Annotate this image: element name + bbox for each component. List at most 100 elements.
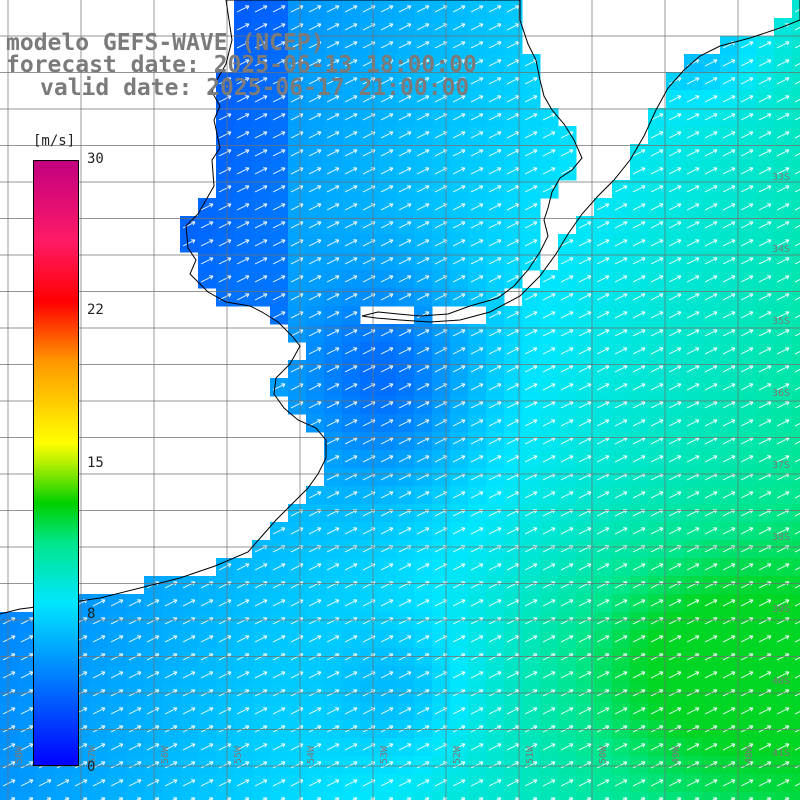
wind-arrow [452, 455, 466, 463]
wind-arrow [416, 23, 430, 31]
wind-arrow [272, 221, 286, 229]
wind-arrow [308, 365, 322, 373]
wind-arrow [128, 599, 142, 607]
wind-cell [522, 792, 541, 800]
wind-arrow [668, 95, 682, 103]
wind-cell [288, 792, 307, 800]
wind-arrow [326, 275, 340, 283]
wind-cell [792, 0, 800, 19]
wind-arrow [470, 671, 484, 679]
wind-arrow [632, 599, 646, 607]
wind-arrow [488, 743, 502, 751]
wind-arrow [488, 563, 502, 571]
wind-arrow [776, 635, 790, 643]
wind-arrow [344, 383, 358, 391]
wind-arrow [488, 365, 502, 373]
wind-arrow [218, 707, 232, 715]
wind-arrow [236, 743, 250, 751]
wind-arrow [632, 401, 646, 409]
wind-arrow [704, 95, 718, 103]
wind-arrow [326, 491, 340, 499]
wind-arrow [416, 707, 430, 715]
wind-cell [432, 792, 451, 800]
wind-cell [648, 792, 667, 800]
wind-arrow [344, 455, 358, 463]
wind-cell [792, 396, 800, 415]
wind-arrow [308, 761, 322, 769]
wind-arrow [758, 329, 772, 337]
wind-arrow [632, 671, 646, 679]
wind-arrow [344, 149, 358, 157]
wind-arrow [524, 185, 538, 193]
wind-arrow [758, 491, 772, 499]
latitude-label: 33S [772, 172, 790, 183]
wind-cell [738, 792, 757, 800]
wind-arrow [596, 671, 610, 679]
wind-arrow [326, 185, 340, 193]
wind-arrow [200, 599, 214, 607]
wind-arrow [560, 725, 574, 733]
wind-arrow [254, 707, 268, 715]
wind-cell [270, 792, 289, 800]
wind-arrow [776, 527, 790, 535]
wind-arrow [326, 131, 340, 139]
wind-arrow [452, 671, 466, 679]
wind-arrow [272, 167, 286, 175]
wind-arrow [614, 185, 628, 193]
wind-arrow [668, 113, 682, 121]
wind-arrow [542, 167, 556, 175]
wind-arrow [452, 563, 466, 571]
wind-arrow [164, 599, 178, 607]
wind-arrow [470, 221, 484, 229]
wind-arrow [740, 779, 754, 787]
wind-arrow [380, 23, 394, 31]
wind-arrow [632, 347, 646, 355]
wind-arrow [308, 59, 322, 67]
wind-arrow [236, 563, 250, 571]
wind-arrow [542, 671, 556, 679]
wind-arrow [236, 95, 250, 103]
wind-arrow [668, 239, 682, 247]
wind-arrow [596, 527, 610, 535]
wind-arrow [488, 5, 502, 13]
wind-arrow [632, 167, 646, 175]
wind-arrow [416, 221, 430, 229]
wind-arrow [452, 401, 466, 409]
wind-arrow [776, 599, 790, 607]
wind-arrow [686, 365, 700, 373]
wind-cell [630, 792, 649, 800]
wind-arrow [614, 239, 628, 247]
wind-arrow [488, 707, 502, 715]
wind-arrow [416, 293, 430, 301]
wind-cell [0, 792, 19, 800]
wind-cell [144, 792, 163, 800]
wind-cell [792, 234, 800, 253]
wind-arrow [416, 131, 430, 139]
wind-arrow [326, 347, 340, 355]
wind-arrow [236, 41, 250, 49]
wind-arrow [470, 365, 484, 373]
wind-arrow [452, 257, 466, 265]
wind-arrow [668, 383, 682, 391]
wind-cell [108, 792, 127, 800]
wind-arrow [488, 779, 502, 787]
wind-arrow [776, 707, 790, 715]
colorbar [33, 160, 79, 766]
wind-arrow [650, 707, 664, 715]
wind-arrow [632, 239, 646, 247]
wind-arrow [632, 563, 646, 571]
wind-arrow [776, 455, 790, 463]
wind-cell [792, 252, 800, 271]
wind-arrow [542, 779, 556, 787]
wind-arrow [722, 563, 736, 571]
wind-arrow [740, 563, 754, 571]
wind-arrow [470, 239, 484, 247]
colorbar-tick-8: 8 [87, 606, 96, 622]
wind-arrow [326, 599, 340, 607]
wind-arrow [686, 383, 700, 391]
wind-arrow [776, 131, 790, 139]
wind-arrow [236, 725, 250, 733]
wind-arrow [254, 239, 268, 247]
wind-arrow [524, 329, 538, 337]
wind-arrow [308, 617, 322, 625]
